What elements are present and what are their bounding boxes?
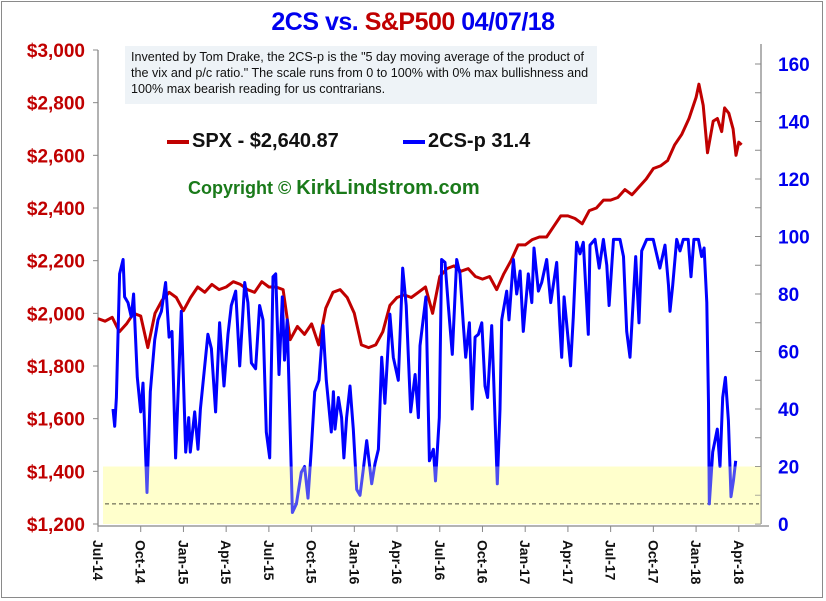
right-axis-label: 0 (778, 515, 789, 536)
left-axis-label: $2,400 (27, 199, 85, 220)
right-axis-label: 120 (778, 170, 810, 191)
left-axis-label: $2,200 (27, 252, 85, 273)
copyright: Copyright © KirkLindstrom.com (188, 177, 480, 200)
left-axis-label: $2,800 (27, 94, 85, 115)
x-axis-label: Oct-15 (304, 540, 320, 584)
title-sp500: S&P500 (364, 8, 456, 36)
chart-title: 2CS vs. S&P500 04/07/18 (0, 8, 826, 37)
left-axis-label: $1,200 (27, 515, 85, 536)
legend-spx: SPX - $2,640.87 (167, 130, 339, 153)
right-axis-label: 60 (778, 343, 799, 364)
legend-spx-swatch (167, 139, 189, 144)
x-axis-label: Oct-14 (133, 540, 149, 584)
legend-2cs-label: 2CS-p 31.4 (428, 130, 531, 152)
left-axis-label: $1,800 (27, 357, 85, 378)
description-note: Invented by Tom Drake, the 2CS-p is the … (125, 46, 597, 104)
x-axis-label: Jul-15 (261, 540, 277, 581)
x-axis-label: Oct-17 (645, 540, 661, 584)
x-axis-label: Oct-16 (474, 540, 490, 584)
right-axis-label: 40 (778, 400, 799, 421)
copyright-prefix: Copyright © (188, 178, 292, 198)
right-axis-label: 20 (778, 458, 799, 479)
left-axis-label: $1,400 (27, 462, 85, 483)
x-axis-label: Apr-15 (218, 540, 234, 585)
contrarian-band (103, 466, 761, 524)
contrarian-band-overlay (103, 466, 761, 524)
x-axis-label: Apr-18 (731, 540, 747, 585)
legend-2cs-swatch (403, 139, 425, 144)
x-axis-label: Jan-16 (346, 540, 362, 585)
right-axis-label: 160 (778, 55, 810, 76)
right-axis-label: 140 (778, 113, 810, 134)
x-axis-label: Jul-16 (432, 540, 448, 581)
left-axis-label: $1,600 (27, 410, 85, 431)
x-axis-label: Apr-17 (560, 540, 576, 585)
x-axis-label: Jan-17 (517, 540, 533, 585)
x-axis-label: Apr-16 (389, 540, 405, 585)
left-axis-label: $2,000 (27, 304, 85, 325)
copyright-site: KirkLindstrom.com (296, 177, 480, 199)
left-axis-label: $3,000 (27, 41, 85, 62)
right-axis-label: 100 (778, 228, 810, 249)
right-axis-label: 80 (778, 285, 799, 306)
x-axis-label: Jul-14 (90, 540, 106, 581)
x-axis-label: Jul-17 (603, 540, 619, 581)
title-date: 04/07/18 (461, 8, 555, 36)
x-axis-label: Jan-18 (688, 540, 704, 585)
2cs-series-line (111, 237, 738, 514)
legend-2cs: 2CS-p 31.4 (403, 130, 530, 153)
legend-spx-label: SPX - $2,640.87 (192, 130, 339, 152)
title-2cs: 2CS vs. (271, 8, 359, 36)
x-axis-label: Jan-15 (175, 540, 191, 585)
left-axis-label: $2,600 (27, 146, 85, 167)
spx-series-line (97, 82, 743, 350)
